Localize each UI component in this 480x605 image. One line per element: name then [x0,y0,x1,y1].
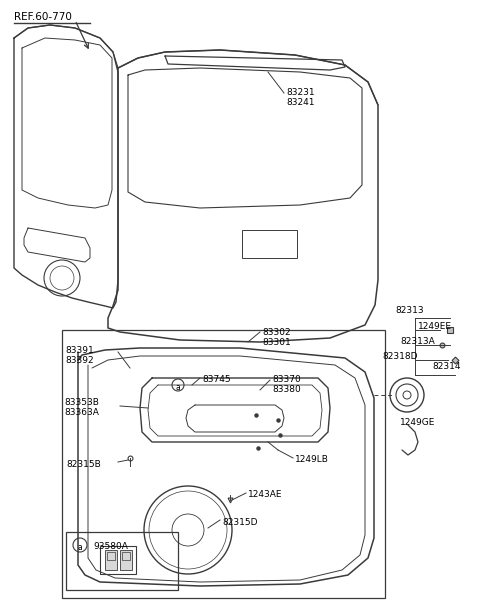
Text: 83745: 83745 [202,375,230,384]
Bar [66,532,178,590]
Text: 93580A: 93580A [93,542,128,551]
Text: 83353B
83363A: 83353B 83363A [64,398,99,417]
Text: 82318D: 82318D [382,352,418,361]
Bar [107,552,115,560]
Text: 1249EE: 1249EE [418,322,452,331]
Bar [100,546,136,574]
Text: 82313A: 82313A [400,337,435,346]
Bar [122,552,130,560]
Bar [105,550,117,570]
Text: 83370
83380: 83370 83380 [272,375,301,394]
Text: a: a [78,543,83,552]
Text: 82315B: 82315B [66,460,101,469]
Text: 1249GE: 1249GE [400,418,435,427]
Text: 1249LB: 1249LB [295,455,329,464]
Bar [242,230,297,258]
Text: 1243AE: 1243AE [248,490,283,499]
Text: a: a [176,384,180,393]
Text: 82315D: 82315D [222,518,257,527]
Bar [120,550,132,570]
Text: REF.60-770: REF.60-770 [14,12,72,22]
Text: 83231
83241: 83231 83241 [286,88,314,108]
Bar [62,330,385,598]
Text: 82313: 82313 [395,306,424,315]
Text: 82314: 82314 [432,362,460,371]
Text: 83391
83392: 83391 83392 [65,346,94,365]
Text: 83302
83301: 83302 83301 [262,328,291,347]
